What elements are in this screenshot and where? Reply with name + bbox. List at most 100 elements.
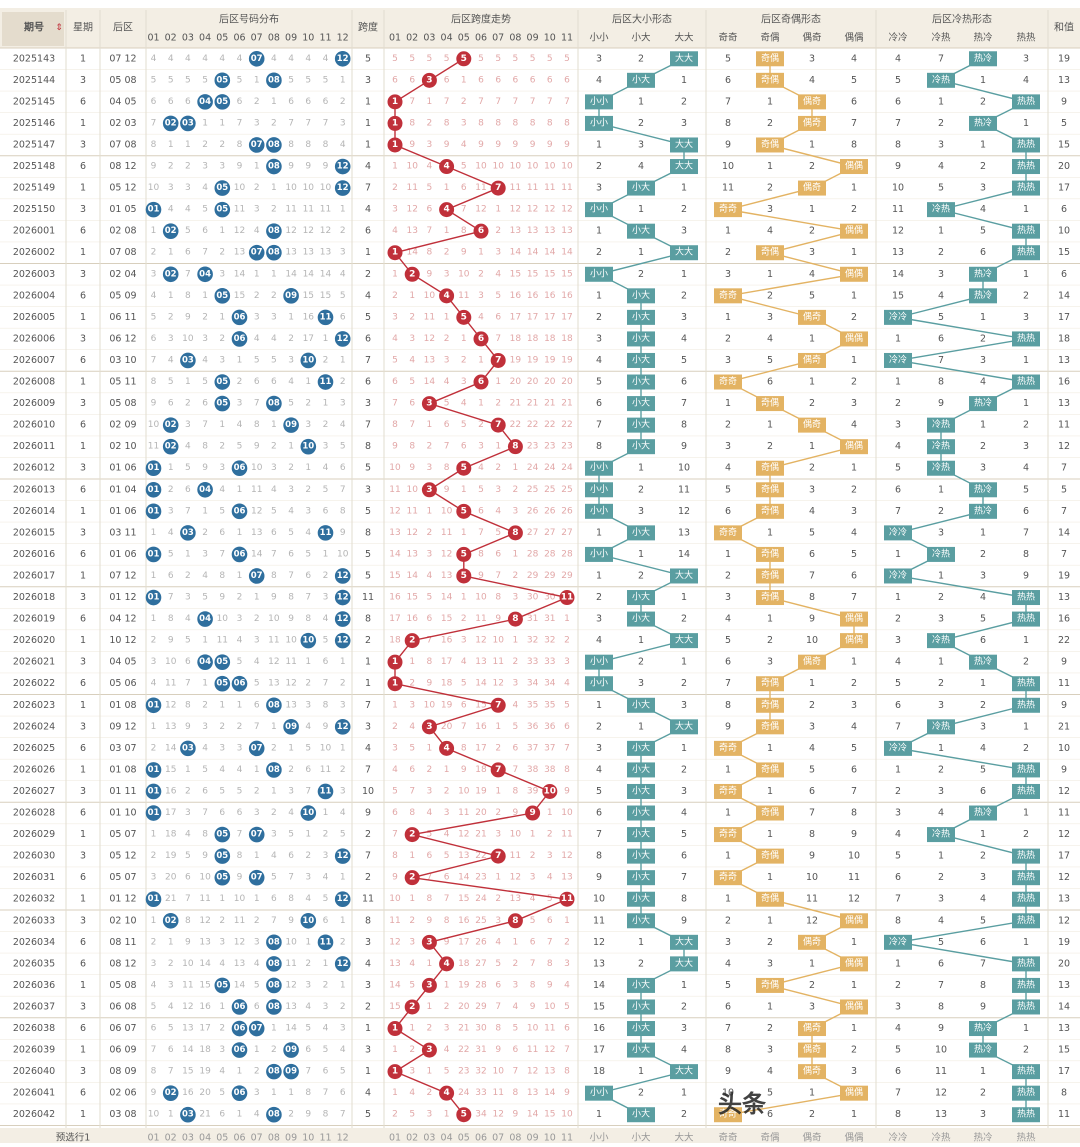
hot-omission: 4: [938, 290, 944, 301]
span-omission: 5: [564, 1002, 570, 1012]
span-omission: 9: [495, 140, 501, 150]
drawn-number-ball: [162, 266, 179, 283]
dist-omission: 2: [237, 593, 243, 603]
drawn-number-label: 12: [337, 593, 349, 603]
footer-span-label: 01: [389, 1133, 401, 1144]
span-omission: 1: [495, 873, 501, 883]
hot-tag: [884, 934, 912, 950]
hot-omission: 1: [895, 333, 901, 344]
dist-omission: 13: [182, 1024, 193, 1034]
size-omission: 18: [593, 1066, 605, 1077]
hot-omission: 2: [1023, 743, 1029, 754]
drawn-number-ball: [231, 460, 248, 477]
span-omission: 14: [406, 571, 418, 581]
back-cell: 04 12: [109, 614, 136, 625]
dist-omission: 4: [254, 959, 260, 969]
dist-omission: 5: [323, 894, 329, 904]
drawn-number-ball: [266, 137, 282, 153]
span-omission: 13: [458, 851, 469, 861]
dist-omission: 5: [323, 485, 329, 495]
span-ball-label: 2: [409, 636, 415, 646]
dist-omission: 3: [305, 420, 311, 430]
drawn-number-label: 03: [182, 743, 194, 753]
size-omission: 6: [596, 398, 602, 409]
dist-omission: 13: [285, 248, 296, 258]
issue-cell: 2026016: [13, 549, 55, 560]
span-omission: 10: [424, 700, 436, 710]
span-omission: 9: [513, 1110, 519, 1120]
span-omission: 12: [406, 205, 417, 215]
span-omission: 26: [544, 506, 556, 516]
size-omission: 1: [681, 183, 687, 194]
parity-tag-label: 奇偶: [761, 246, 779, 258]
parity-omission: 5: [851, 549, 857, 560]
span-omission: 2: [427, 442, 433, 452]
span-omission: 4: [409, 959, 415, 969]
span-omission: 13: [441, 571, 452, 581]
span-omission: 4: [392, 334, 398, 344]
hot-omission: 9: [938, 1023, 944, 1034]
span-omission: 1: [461, 334, 467, 344]
size-omission: 1: [596, 700, 602, 711]
size-tag-label: 大大: [675, 138, 693, 150]
drawn-number-label: 02: [165, 420, 177, 430]
span-ball: [473, 223, 489, 239]
span-omission: 13: [544, 1067, 555, 1077]
size-tag-label: 小大: [632, 784, 650, 796]
hot-omission: 1: [895, 377, 901, 388]
size-tag: [585, 1085, 613, 1101]
sum-cell: 14: [1058, 290, 1070, 301]
size-omission: 1: [638, 1066, 644, 1077]
drawn-number-ball: [317, 374, 334, 390]
dist-omission: 6: [185, 248, 191, 258]
dist-omission: 3: [168, 980, 174, 990]
parity-omission: 6: [851, 764, 857, 775]
size-omission: 8: [681, 420, 687, 431]
size-tag-label: 大大: [675, 720, 693, 732]
dist-omission: 1: [219, 1002, 225, 1012]
span-omission: 1: [427, 743, 433, 753]
span-omission: 34: [527, 679, 539, 689]
size-tag-label: 小大: [632, 353, 650, 365]
dist-omission: 2: [254, 916, 260, 926]
drawn-number-label: 11: [320, 937, 332, 947]
size-tag-label: 小小: [590, 117, 608, 128]
span-ball-label: 3: [426, 75, 432, 85]
size-omission: 13: [593, 958, 605, 969]
span-omission: 5: [547, 54, 553, 64]
size-tag: [585, 503, 613, 519]
parity-tag: [756, 977, 784, 993]
span-omission: 36: [527, 722, 539, 732]
drawn-number-ball: [283, 288, 299, 304]
issue-cell: 2026025: [13, 743, 55, 754]
weekday-cell: 1: [80, 570, 86, 581]
span-omission: 29: [544, 571, 556, 581]
span-ball-label: 1: [392, 140, 398, 150]
span-ball-label: 5: [461, 571, 467, 581]
drawn-number-label: 05: [216, 399, 228, 409]
span-omission: 9: [461, 765, 467, 775]
span-ball-label: 1: [392, 657, 398, 667]
span-omission: 5: [444, 54, 450, 64]
dist-omission: 6: [254, 1002, 260, 1012]
dist-omission: 11: [182, 980, 193, 990]
dist-omission: 7: [323, 679, 329, 689]
dist-omission: 5: [168, 75, 174, 85]
sum-cell: 15: [1058, 1045, 1070, 1056]
drawn-number-label: 10: [302, 916, 314, 926]
span-omission: 2: [409, 916, 415, 926]
dist-omission: 5: [271, 873, 277, 883]
size-omission: 5: [681, 355, 687, 366]
parity-omission: 2: [809, 980, 815, 991]
dist-omission: 1: [340, 355, 346, 365]
weekday-cell: 3: [80, 721, 86, 732]
span-omission: 3: [495, 248, 501, 258]
span-omission: 31: [544, 614, 555, 624]
parity-omission: 1: [851, 657, 857, 668]
dist-omission: 2: [168, 959, 174, 969]
dist-omission: 13: [268, 679, 279, 689]
hot-omission: 7: [895, 894, 901, 905]
dist-omission: 4: [323, 463, 329, 473]
dist-omission: 3: [340, 118, 346, 128]
